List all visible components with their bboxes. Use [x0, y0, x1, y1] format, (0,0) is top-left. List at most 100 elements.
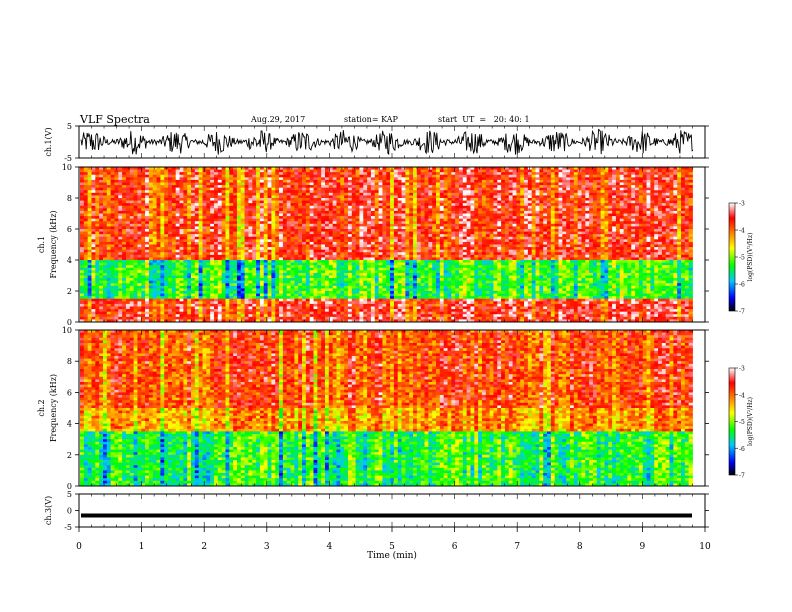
spectrogram-cell — [508, 241, 513, 245]
spectrogram-cell — [436, 208, 441, 212]
spectrogram-cell — [516, 231, 521, 235]
spectrogram-cell — [684, 208, 690, 212]
spectrogram-cell — [623, 229, 628, 232]
spectrogram-cell — [619, 195, 624, 199]
spectrogram-cell — [267, 190, 272, 194]
spectrogram-cell — [378, 244, 383, 248]
spectrogram-cell — [336, 208, 341, 212]
spectrogram-cell — [359, 223, 364, 227]
spectrogram-cell — [458, 234, 464, 238]
spectrogram-cell — [436, 229, 441, 232]
spectrogram-cell — [554, 236, 559, 240]
spectrogram-cell — [478, 239, 483, 243]
spectrogram-cell — [424, 223, 429, 227]
spectrogram-cell — [592, 210, 598, 214]
spectrogram-cell — [378, 226, 383, 230]
spectrogram-cell — [501, 179, 506, 183]
spectrogram-cell — [466, 241, 471, 245]
spectrogram-cell — [122, 187, 127, 191]
spectrogram-cell — [236, 223, 242, 227]
spectrogram-cell — [654, 229, 659, 232]
spectrogram-cell — [148, 182, 154, 186]
spectrogram-cell — [367, 172, 372, 176]
spectrogram-cell — [263, 226, 268, 230]
spectrogram-cell — [248, 213, 253, 217]
spectrogram-cell — [501, 192, 506, 196]
spectrogram-cell — [397, 195, 402, 199]
spectrogram-cell — [210, 229, 215, 232]
spectrogram-cell — [604, 192, 609, 196]
spectrogram-cell — [531, 213, 536, 217]
spectrogram-cell — [604, 229, 609, 232]
spectrogram-cell — [554, 179, 559, 183]
spectrogram-cell — [367, 174, 372, 178]
spectrogram-cell — [148, 213, 154, 217]
spectrogram-cell — [302, 179, 307, 183]
spectrogram-cell — [681, 167, 686, 170]
spectrogram-cell — [592, 231, 598, 235]
spectrogram-cell — [619, 179, 624, 183]
spectrogram-cell — [615, 208, 621, 212]
spectrogram-cell — [340, 241, 345, 245]
spectrogram-cell — [677, 229, 682, 232]
spectrogram-cell — [91, 216, 96, 220]
spectrogram-cell — [221, 177, 226, 181]
spectrogram-cell — [619, 231, 624, 235]
spectrogram-cell — [623, 203, 628, 207]
spectrogram-cell — [535, 226, 540, 230]
spectrogram-cell — [631, 210, 636, 214]
spectrogram-cell — [424, 187, 429, 191]
spectrogram-cell — [581, 226, 586, 230]
spectrogram-cell — [497, 218, 502, 222]
spectrogram-cell — [455, 210, 460, 214]
spectrogram-cell — [271, 200, 276, 204]
spectrogram-cell — [554, 169, 559, 173]
spectrogram-cell — [677, 182, 682, 186]
spectrogram-cell — [420, 174, 425, 178]
spectrogram-cell — [623, 167, 628, 170]
spectrogram-cell — [252, 190, 257, 194]
spectrogram-cell — [80, 231, 85, 235]
spectrogram-cell — [324, 236, 330, 240]
spectrogram-cell — [386, 216, 391, 220]
spectrogram-cell — [635, 205, 640, 209]
spectrogram-cell — [313, 187, 318, 191]
spectrogram-cell — [577, 195, 582, 199]
spectrogram-cell — [374, 226, 379, 230]
spectrogram-cell — [405, 205, 410, 209]
spectrogram-cell — [83, 210, 89, 214]
date-label: Aug.29, 2017 — [251, 115, 306, 124]
spectrogram-cell — [474, 223, 479, 227]
spectrogram-cell — [547, 190, 552, 194]
spectrogram-cell — [405, 229, 410, 232]
spectrogram-cell — [562, 182, 567, 186]
spectrogram-cell — [497, 239, 502, 243]
spectrogram-cell — [493, 198, 498, 201]
spectrogram-cell — [635, 223, 640, 227]
spectrogram-cell — [436, 179, 441, 183]
spectrogram-cell — [493, 200, 498, 204]
spectrogram-cell — [612, 208, 617, 212]
spectrogram-cell — [478, 172, 483, 176]
spectrogram-cell — [608, 226, 613, 230]
spectrogram-cell — [681, 210, 686, 214]
spectrogram-cell — [328, 226, 334, 230]
spectrogram-cell — [485, 195, 490, 199]
spectrogram-cell — [596, 210, 602, 214]
spectrogram-cell — [596, 236, 602, 240]
spectrogram-cell — [225, 223, 230, 227]
spectrogram-cell — [137, 223, 142, 227]
spectrogram-cell — [305, 226, 311, 230]
spectrogram-cell — [658, 198, 663, 201]
spectrogram-cell — [118, 192, 123, 196]
spectrogram-cell — [355, 167, 360, 170]
spectrogram-cell — [623, 216, 628, 220]
spectrogram-cell — [114, 198, 119, 201]
spectrogram-cell — [558, 172, 563, 176]
spectrogram-cell — [489, 200, 494, 204]
spectrogram-cell — [432, 236, 437, 240]
spectrogram-cell — [191, 195, 196, 199]
spectrogram-cell — [233, 213, 238, 217]
spectrogram-cell — [539, 177, 544, 181]
spectrogram-cell — [87, 187, 92, 191]
